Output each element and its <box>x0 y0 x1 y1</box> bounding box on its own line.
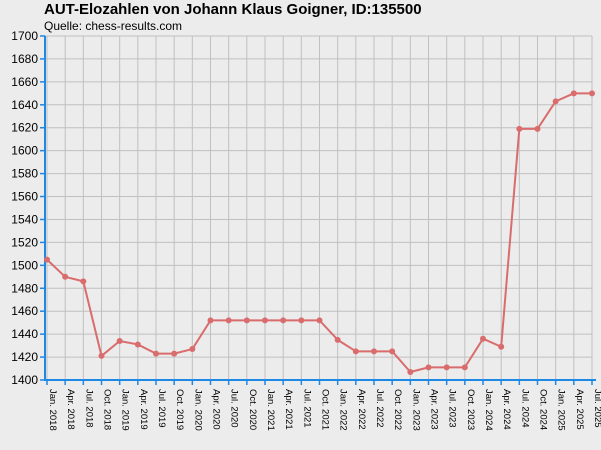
y-tick-label: 1480 <box>11 281 38 295</box>
x-tick-label: Oct. 2023 <box>465 389 476 430</box>
data-point <box>243 317 250 324</box>
x-tick-label: Apr. 2023 <box>429 389 440 430</box>
data-point <box>80 278 87 285</box>
x-tick-label: Jul. 2018 <box>83 389 94 428</box>
y-tick-label: 1700 <box>11 29 38 43</box>
data-point <box>189 346 196 353</box>
x-tick-label: Jul. 2025 <box>592 389 601 428</box>
data-point <box>534 125 541 132</box>
x-tick-label: Jul. 2023 <box>447 389 458 428</box>
x-tick-label: Oct. 2024 <box>538 389 549 430</box>
x-tick-label: Apr. 2025 <box>574 389 585 430</box>
y-tick-label: 1600 <box>11 144 38 158</box>
data-point <box>498 343 505 350</box>
data-point <box>589 90 595 97</box>
y-tick-label: 1620 <box>11 121 38 135</box>
x-tick-label: Apr. 2022 <box>356 389 367 430</box>
data-point <box>480 335 486 342</box>
data-point <box>316 317 323 324</box>
x-tick-label: Jan. 2023 <box>410 389 421 431</box>
y-tick-labels: 1400 1420 1440 1460 1480 1500 1520 1540 1560 1580… <box>11 29 38 387</box>
chart-title: AUT-Elozahlen von Johann Klaus Goigner, … <box>44 1 422 18</box>
y-tick-label: 1660 <box>11 75 38 89</box>
x-tick-label: Jul. 2021 <box>301 389 312 428</box>
x-tick-label: Oct. 2022 <box>392 389 403 430</box>
data-point <box>389 348 396 355</box>
data-point <box>207 317 214 324</box>
y-tick-label: 1560 <box>11 190 38 204</box>
y-tick-label: 1420 <box>11 350 38 364</box>
x-tick-label: Apr. 2020 <box>211 389 222 430</box>
data-point <box>225 317 232 324</box>
x-tick-label: Oct. 2020 <box>247 389 258 430</box>
data-point <box>425 364 432 371</box>
x-tick-label: Jan. 2021 <box>265 389 276 431</box>
data-point <box>262 317 268 324</box>
x-tick-label: Jul. 2022 <box>374 389 385 428</box>
x-tick-label: Jan. 2025 <box>556 389 567 431</box>
y-tick-label: 1400 <box>11 373 38 387</box>
data-point <box>44 256 50 263</box>
x-tick-label: Apr. 2018 <box>65 389 76 430</box>
y-tick-label: 1580 <box>11 167 38 181</box>
y-tick-label: 1500 <box>11 258 38 272</box>
data-point <box>352 348 359 355</box>
data-point <box>298 317 305 324</box>
x-tick-label: Jul. 2024 <box>519 389 530 428</box>
data-point <box>334 336 341 343</box>
data-point <box>516 125 523 132</box>
x-tick-label: Jan. 2018 <box>47 389 58 431</box>
data-point <box>280 317 287 324</box>
x-tick-label: Jan. 2020 <box>192 389 203 431</box>
data-point <box>570 90 577 97</box>
x-tick-label: Jan. 2022 <box>338 389 349 431</box>
data-point <box>371 348 377 355</box>
data-point <box>62 273 69 280</box>
y-tick-label: 1440 <box>11 327 38 341</box>
data-point <box>134 341 141 348</box>
x-tick-label: Jan. 2019 <box>120 389 131 431</box>
y-tick-label: 1460 <box>11 304 38 318</box>
x-tick-label: Jul. 2020 <box>229 389 240 428</box>
x-tick-label: Apr. 2021 <box>283 389 294 430</box>
x-tick-label: Apr. 2024 <box>501 389 512 430</box>
x-tick-label: Oct. 2018 <box>102 389 113 430</box>
chart-subtitle: Quelle: chess-results.com <box>44 19 183 33</box>
y-tick-label: 1540 <box>11 212 38 226</box>
data-point <box>171 350 178 357</box>
grid-lines <box>45 35 593 380</box>
plot-area <box>45 36 592 380</box>
axes <box>40 35 596 385</box>
y-tick-label: 1680 <box>11 52 38 66</box>
x-tick-label: Jan. 2024 <box>483 389 494 431</box>
data-point <box>552 98 559 105</box>
y-tick-label: 1640 <box>11 98 38 112</box>
data-point <box>153 350 159 357</box>
series-line <box>44 90 595 375</box>
x-tick-label: Oct. 2021 <box>320 389 331 430</box>
data-point <box>98 352 105 359</box>
data-point <box>443 364 450 371</box>
x-tick-label: Apr. 2019 <box>138 389 149 430</box>
x-tick-label: Oct. 2019 <box>174 389 185 430</box>
data-point <box>407 368 414 375</box>
data-point <box>461 364 468 371</box>
x-tick-label: Jul. 2019 <box>156 389 167 428</box>
x-tick-labels: Jan. 2018 Apr. 2018 Jul. 2018 Oct. 2018 Jan.… <box>47 389 601 431</box>
y-tick-label: 1520 <box>11 235 38 249</box>
data-point <box>116 338 123 345</box>
